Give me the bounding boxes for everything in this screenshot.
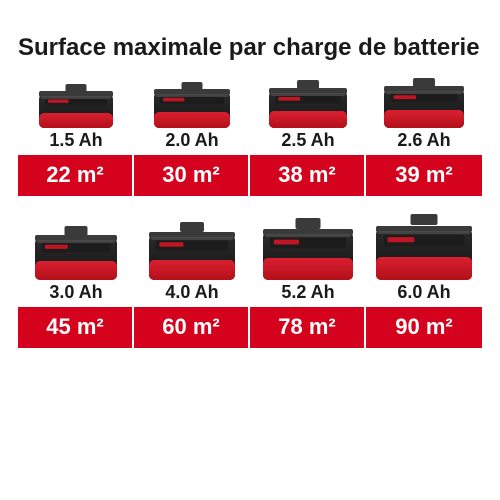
battery-cell: 4.0 Ah	[134, 210, 250, 305]
battery-cell: 6.0 Ah	[366, 210, 482, 305]
area-value: 78 m²	[250, 307, 366, 348]
battery-icon	[154, 82, 230, 128]
battery-icon	[376, 214, 472, 280]
area-row: 22 m²30 m²38 m²39 m²	[18, 155, 482, 196]
battery-icon	[35, 226, 117, 280]
battery-cell: 2.0 Ah	[134, 74, 250, 153]
capacity-label: 4.0 Ah	[165, 282, 218, 303]
battery-icon	[149, 222, 235, 280]
battery-table: 1.5 Ah 2.0 Ah	[18, 74, 482, 348]
capacity-label: 5.2 Ah	[281, 282, 334, 303]
area-value: 30 m²	[134, 155, 250, 196]
battery-row: 1.5 Ah 2.0 Ah	[18, 74, 482, 153]
battery-cell: 1.5 Ah	[18, 74, 134, 153]
capacity-label: 2.6 Ah	[397, 130, 450, 151]
area-value: 90 m²	[366, 307, 482, 348]
page-title: Surface maximale par charge de batterie	[18, 34, 482, 62]
battery-icon	[269, 80, 347, 128]
battery-cell: 5.2 Ah	[250, 210, 366, 305]
capacity-label: 2.5 Ah	[281, 130, 334, 151]
capacity-label: 6.0 Ah	[397, 282, 450, 303]
battery-cell: 2.6 Ah	[366, 74, 482, 153]
area-value: 38 m²	[250, 155, 366, 196]
area-value: 39 m²	[366, 155, 482, 196]
battery-icon	[39, 84, 113, 128]
area-value: 60 m²	[134, 307, 250, 348]
battery-cell: 2.5 Ah	[250, 74, 366, 153]
area-value: 22 m²	[18, 155, 134, 196]
battery-row: 3.0 Ah 4.0 Ah	[18, 210, 482, 305]
area-value: 45 m²	[18, 307, 134, 348]
battery-icon	[384, 78, 464, 128]
battery-icon	[263, 218, 353, 280]
capacity-label: 3.0 Ah	[49, 282, 102, 303]
battery-cell: 3.0 Ah	[18, 210, 134, 305]
container: Surface maximale par charge de batterie …	[0, 0, 500, 348]
capacity-label: 2.0 Ah	[165, 130, 218, 151]
area-row: 45 m²60 m²78 m²90 m²	[18, 307, 482, 348]
capacity-label: 1.5 Ah	[49, 130, 102, 151]
